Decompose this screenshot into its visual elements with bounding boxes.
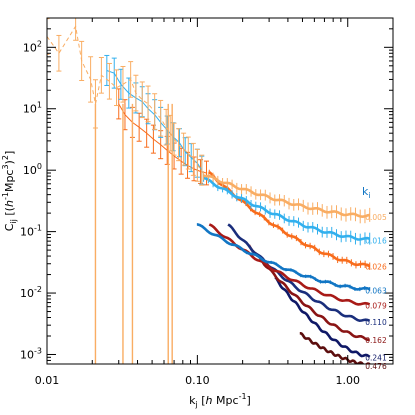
legend-title-k: k bbox=[362, 185, 369, 198]
ticks-layer: 0.01 0.10 1.00 10-3 10-2 10-1 100 101 102 bbox=[20, 17, 394, 387]
x-axis-label-unit: Mpc bbox=[213, 394, 239, 407]
series-line bbox=[203, 176, 371, 241]
y-axis-label-c: C bbox=[3, 223, 16, 231]
y-axis-label-sup2: 3 bbox=[1, 164, 10, 169]
x-axis-label: kj [h Mpc-1] bbox=[189, 392, 251, 409]
x-axis-label-h: h bbox=[206, 394, 213, 407]
y-tick-label: 101 bbox=[23, 101, 42, 116]
series-label-0.016: 0.016 bbox=[365, 236, 387, 245]
series-label-0.241: 0.241 bbox=[365, 353, 387, 362]
series-label-0.026: 0.026 bbox=[365, 263, 387, 272]
y-axis-label-sup3: 2 bbox=[1, 155, 10, 160]
y-axis-label-h: h bbox=[3, 200, 16, 207]
series-0.241 bbox=[274, 276, 371, 358]
legend-title-sub: i bbox=[368, 191, 370, 200]
series-line bbox=[274, 276, 371, 358]
y-axis-label-unit: Mpc bbox=[3, 170, 16, 193]
series-line bbox=[227, 223, 371, 323]
series-layer bbox=[47, 18, 371, 364]
legend-title: ki bbox=[362, 185, 371, 200]
y-tick-label: 102 bbox=[23, 39, 42, 54]
series-label-0.063: 0.063 bbox=[365, 286, 387, 295]
series-0.016 bbox=[104, 54, 371, 246]
series-0.063 bbox=[196, 223, 371, 292]
x-tick-label: 0.01 bbox=[35, 374, 60, 387]
y-tick-label: 100 bbox=[23, 162, 42, 177]
y-axis-label-sub: ij bbox=[9, 219, 18, 223]
x-axis-label-sup: -1 bbox=[239, 392, 247, 401]
series-line bbox=[299, 331, 371, 364]
series-label-0.476: 0.476 bbox=[365, 362, 387, 371]
y-tick-label: 10-1 bbox=[20, 224, 42, 239]
series-line bbox=[203, 174, 371, 219]
y-axis-label: Cij [(h-1Mpc3)2] bbox=[1, 151, 18, 232]
x-axis-label-close: ] bbox=[247, 394, 251, 407]
series-label-0.162: 0.162 bbox=[365, 336, 387, 345]
x-axis-label-rest: [ bbox=[198, 394, 206, 407]
y-axis-label-end: ] bbox=[3, 151, 16, 155]
series-0.110 bbox=[227, 223, 371, 323]
x-axis-label-sub: j bbox=[195, 400, 198, 409]
plot-frame bbox=[46, 17, 394, 365]
x-tick-label: 0.10 bbox=[185, 374, 210, 387]
y-axis-label-close: ) bbox=[3, 160, 16, 164]
series-label-0.005: 0.005 bbox=[365, 213, 387, 222]
series-label-0.110: 0.110 bbox=[365, 318, 387, 327]
series-label-0.079: 0.079 bbox=[365, 302, 387, 311]
y-axis-label-sup1: -1 bbox=[1, 192, 10, 200]
series-line bbox=[197, 223, 371, 291]
x-axis-label-k: k bbox=[189, 394, 196, 407]
y-tick-label: 10-2 bbox=[20, 285, 42, 300]
y-axis-label-rest: [( bbox=[3, 207, 16, 219]
y-tick-label: 10-3 bbox=[20, 346, 42, 361]
series-0.476 bbox=[299, 331, 371, 364]
x-tick-label: 1.00 bbox=[335, 374, 360, 387]
series-0.005 bbox=[47, 18, 371, 364]
